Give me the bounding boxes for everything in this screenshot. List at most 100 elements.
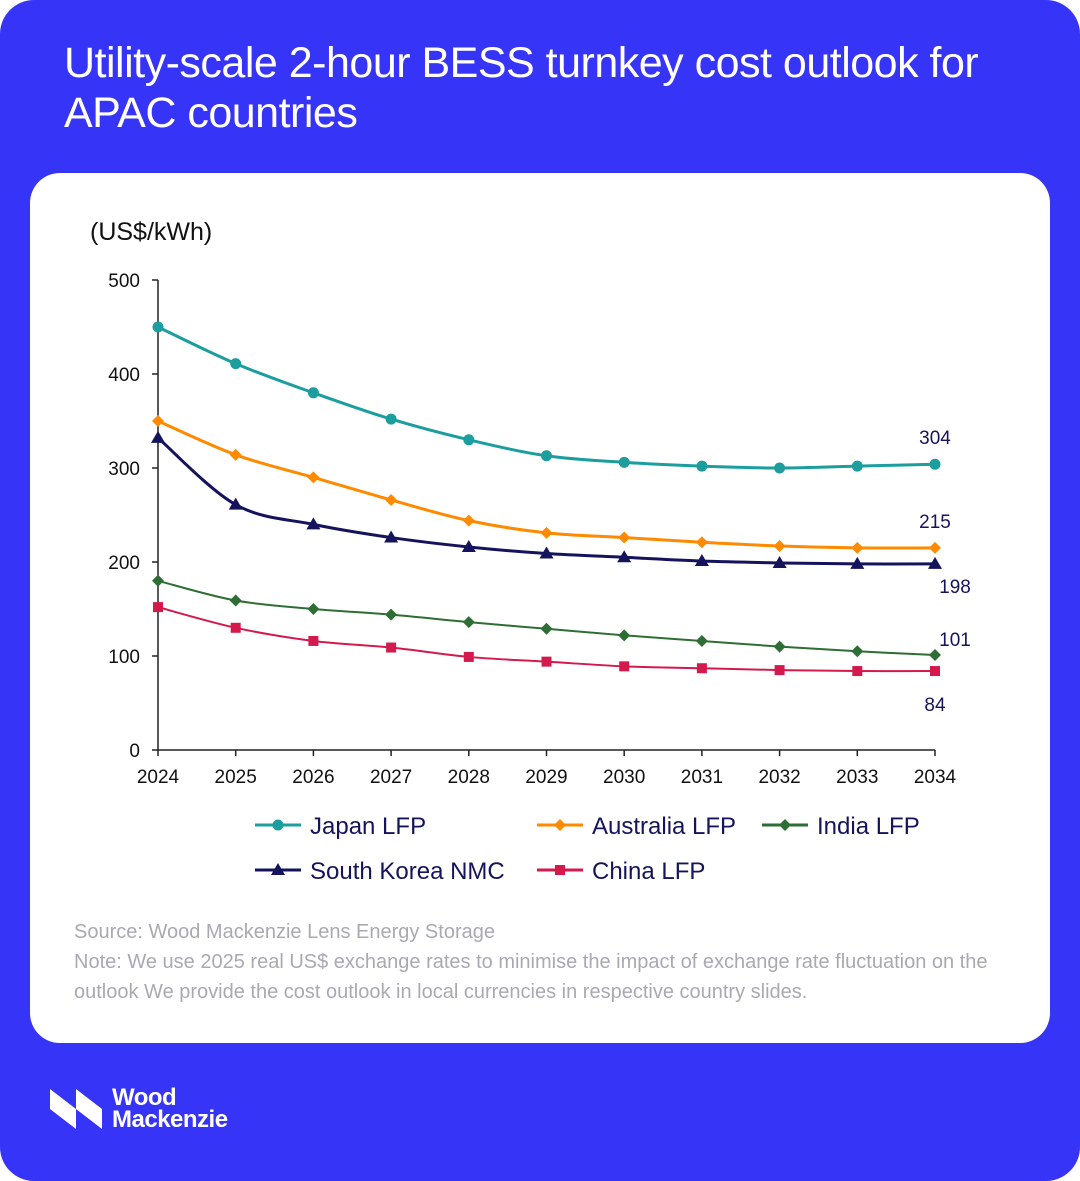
page-title: Utility-scale 2-hour BESS turnkey cost o… bbox=[64, 39, 979, 137]
legend-label-china-lfp: China LFP bbox=[592, 858, 705, 885]
data-point-japan-lfp bbox=[385, 413, 397, 425]
data-point-south-korea-nmc bbox=[151, 430, 165, 443]
data-point-south-korea-nmc bbox=[928, 556, 942, 569]
y-tick-label: 500 bbox=[108, 271, 140, 292]
end-label-india-lfp: 101 bbox=[939, 630, 971, 651]
legend-label-india-lfp: India LFP bbox=[817, 813, 920, 840]
y-axis-label: (US$/kWh) bbox=[90, 218, 212, 246]
legend-marker-australia-lfp bbox=[554, 819, 566, 831]
y-tick-label: 100 bbox=[108, 647, 140, 668]
data-point-australia-lfp bbox=[773, 540, 786, 553]
data-point-australia-lfp bbox=[307, 471, 320, 484]
data-point-south-korea-nmc bbox=[539, 546, 554, 559]
data-point-australia-lfp bbox=[229, 448, 242, 461]
data-point-india-lfp bbox=[695, 634, 708, 647]
data-point-china-lfp bbox=[541, 656, 552, 667]
y-tick-label: 400 bbox=[108, 365, 140, 386]
x-tick-label: 2030 bbox=[603, 767, 645, 788]
x-tick-label: 2029 bbox=[525, 767, 567, 788]
x-tick-label: 2033 bbox=[836, 767, 878, 788]
data-point-australia-lfp bbox=[618, 531, 631, 544]
end-label-japan-lfp: 304 bbox=[919, 428, 951, 449]
data-point-india-lfp bbox=[618, 629, 631, 642]
data-point-india-lfp bbox=[307, 603, 320, 615]
series-line-japan-lfp bbox=[157, 325, 936, 470]
x-tick-label: 2027 bbox=[370, 767, 412, 788]
data-point-china-lfp bbox=[230, 622, 241, 633]
legend-marker-china-lfp bbox=[555, 865, 565, 875]
data-point-australia-lfp bbox=[462, 514, 475, 527]
y-tick-label: 300 bbox=[108, 459, 140, 480]
end-label-china-lfp: 84 bbox=[924, 695, 946, 716]
data-point-india-lfp bbox=[540, 622, 553, 635]
data-point-china-lfp bbox=[696, 663, 707, 674]
data-point-south-korea-nmc bbox=[694, 554, 709, 567]
data-point-china-lfp bbox=[774, 665, 785, 676]
end-label-australia-lfp: 215 bbox=[919, 512, 951, 533]
data-point-south-korea-nmc bbox=[850, 556, 865, 569]
series-line-south-korea-nmc bbox=[157, 436, 936, 566]
data-point-south-korea-nmc bbox=[306, 517, 321, 530]
data-point-japan-lfp bbox=[618, 456, 630, 468]
data-point-south-korea-nmc bbox=[617, 550, 632, 563]
series-line-india-lfp bbox=[157, 579, 936, 657]
data-point-australia-lfp bbox=[540, 526, 553, 539]
data-point-japan-lfp bbox=[230, 358, 242, 370]
data-point-china-lfp bbox=[153, 602, 163, 613]
footnotes: Source: Wood Mackenzie Lens Energy Stora… bbox=[74, 917, 1034, 1007]
logo-mark-icon bbox=[50, 1089, 102, 1129]
legend-label-japan-lfp: Japan LFP bbox=[310, 813, 426, 840]
legend-label-south-korea-nmc: South Korea NMC bbox=[310, 858, 505, 885]
data-point-china-lfp bbox=[463, 651, 474, 662]
y-tick-label: 0 bbox=[129, 741, 140, 762]
data-point-australia-lfp bbox=[385, 493, 398, 506]
x-tick-label: 2025 bbox=[215, 767, 257, 788]
data-point-china-lfp bbox=[386, 642, 397, 653]
x-tick-label: 2026 bbox=[292, 767, 334, 788]
data-point-china-lfp bbox=[852, 666, 863, 677]
data-point-south-korea-nmc bbox=[228, 497, 243, 510]
data-point-china-lfp bbox=[930, 666, 940, 677]
data-point-japan-lfp bbox=[541, 450, 552, 462]
data-point-australia-lfp bbox=[695, 536, 708, 549]
data-point-australia-lfp bbox=[152, 415, 164, 427]
data-point-india-lfp bbox=[385, 608, 398, 621]
data-point-japan-lfp bbox=[152, 321, 164, 333]
data-point-japan-lfp bbox=[851, 460, 863, 472]
legend-marker-india-lfp bbox=[779, 819, 791, 831]
data-point-india-lfp bbox=[773, 640, 786, 653]
data-point-japan-lfp bbox=[929, 458, 941, 470]
x-tick-label: 2028 bbox=[448, 767, 490, 788]
data-point-india-lfp bbox=[462, 616, 475, 629]
note-text: Note: We use 2025 real US$ exchange rate… bbox=[74, 951, 988, 1003]
x-tick-label: 2031 bbox=[681, 767, 723, 788]
data-point-china-lfp bbox=[619, 661, 630, 672]
x-tick-label: 2024 bbox=[137, 767, 180, 788]
data-point-india-lfp bbox=[152, 574, 164, 587]
data-point-south-korea-nmc bbox=[384, 530, 399, 543]
wood-mackenzie-logo: Wood Mackenzie bbox=[50, 1084, 228, 1133]
data-point-south-korea-nmc bbox=[772, 555, 787, 568]
legend-label-australia-lfp: Australia LFP bbox=[592, 813, 736, 840]
data-point-south-korea-nmc bbox=[461, 539, 476, 552]
data-point-china-lfp bbox=[308, 635, 319, 646]
y-tick-label: 200 bbox=[108, 553, 140, 574]
source-text: Source: Wood Mackenzie Lens Energy Stora… bbox=[74, 921, 495, 943]
data-point-japan-lfp bbox=[463, 434, 475, 446]
logo-line2: Mackenzie bbox=[112, 1106, 228, 1133]
chart-card bbox=[30, 173, 1050, 1043]
data-point-australia-lfp bbox=[851, 541, 864, 554]
logo-line1: Wood bbox=[112, 1084, 177, 1111]
data-point-japan-lfp bbox=[307, 387, 319, 399]
x-tick-label: 2032 bbox=[758, 767, 800, 788]
data-point-india-lfp bbox=[851, 645, 864, 658]
end-label-south-korea-nmc: 198 bbox=[939, 577, 971, 598]
data-point-australia-lfp bbox=[929, 541, 941, 554]
data-point-japan-lfp bbox=[774, 462, 786, 474]
data-point-japan-lfp bbox=[696, 460, 708, 472]
data-point-india-lfp bbox=[929, 649, 941, 662]
data-point-india-lfp bbox=[229, 594, 242, 607]
legend-marker-japan-lfp bbox=[272, 819, 284, 831]
